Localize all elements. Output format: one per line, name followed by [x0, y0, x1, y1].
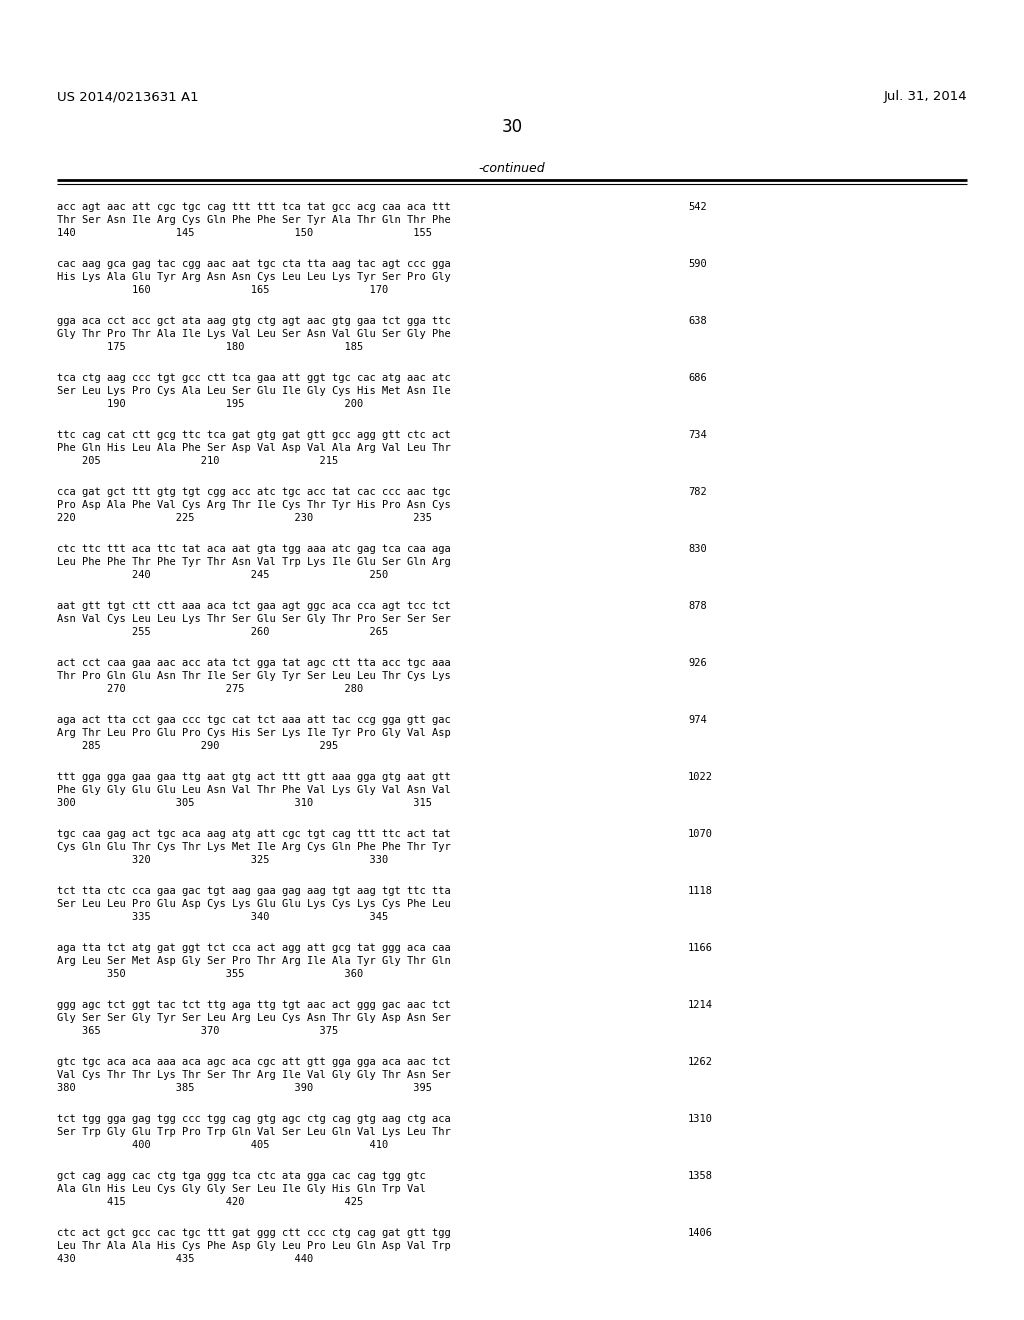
Text: aga tta tct atg gat ggt tct cca act agg att gcg tat ggg aca caa: aga tta tct atg gat ggt tct cca act agg …: [57, 942, 451, 953]
Text: 1022: 1022: [688, 772, 713, 781]
Text: 926: 926: [688, 657, 707, 668]
Text: 878: 878: [688, 601, 707, 611]
Text: Gly Ser Ser Gly Tyr Ser Leu Arg Leu Cys Asn Thr Gly Asp Asn Ser: Gly Ser Ser Gly Tyr Ser Leu Arg Leu Cys …: [57, 1012, 451, 1023]
Text: 160                165                170: 160 165 170: [57, 285, 388, 294]
Text: 190                195                200: 190 195 200: [57, 399, 364, 409]
Text: Phe Gly Gly Glu Glu Leu Asn Val Thr Phe Val Lys Gly Val Asn Val: Phe Gly Gly Glu Glu Leu Asn Val Thr Phe …: [57, 785, 451, 795]
Text: 350                355                360: 350 355 360: [57, 969, 364, 979]
Text: 1406: 1406: [688, 1228, 713, 1238]
Text: tca ctg aag ccc tgt gcc ctt tca gaa att ggt tgc cac atg aac atc: tca ctg aag ccc tgt gcc ctt tca gaa att …: [57, 374, 451, 383]
Text: US 2014/0213631 A1: US 2014/0213631 A1: [57, 90, 199, 103]
Text: -continued: -continued: [478, 162, 546, 176]
Text: tct tta ctc cca gaa gac tgt aag gaa gag aag tgt aag tgt ttc tta: tct tta ctc cca gaa gac tgt aag gaa gag …: [57, 886, 451, 896]
Text: 205                210                215: 205 210 215: [57, 455, 338, 466]
Text: ttc cag cat ctt gcg ttc tca gat gtg gat gtt gcc agg gtt ctc act: ttc cag cat ctt gcg ttc tca gat gtg gat …: [57, 430, 451, 440]
Text: 380                385                390                395: 380 385 390 395: [57, 1082, 432, 1093]
Text: 255                260                265: 255 260 265: [57, 627, 388, 638]
Text: tct tgg gga gag tgg ccc tgg cag gtg agc ctg cag gtg aag ctg aca: tct tgg gga gag tgg ccc tgg cag gtg agc …: [57, 1114, 451, 1125]
Text: ggg agc tct ggt tac tct ttg aga ttg tgt aac act ggg gac aac tct: ggg agc tct ggt tac tct ttg aga ttg tgt …: [57, 1001, 451, 1010]
Text: 320                325                330: 320 325 330: [57, 855, 388, 865]
Text: 782: 782: [688, 487, 707, 498]
Text: cac aag gca gag tac cgg aac aat tgc cta tta aag tac agt ccc gga: cac aag gca gag tac cgg aac aat tgc cta …: [57, 259, 451, 269]
Text: 365                370                375: 365 370 375: [57, 1026, 338, 1036]
Text: Jul. 31, 2014: Jul. 31, 2014: [884, 90, 967, 103]
Text: act cct caa gaa aac acc ata tct gga tat agc ctt tta acc tgc aaa: act cct caa gaa aac acc ata tct gga tat …: [57, 657, 451, 668]
Text: 270                275                280: 270 275 280: [57, 684, 364, 694]
Text: Arg Leu Ser Met Asp Gly Ser Pro Thr Arg Ile Ala Tyr Gly Thr Gln: Arg Leu Ser Met Asp Gly Ser Pro Thr Arg …: [57, 956, 451, 966]
Text: 140                145                150                155: 140 145 150 155: [57, 228, 432, 238]
Text: Gly Thr Pro Thr Ala Ile Lys Val Leu Ser Asn Val Glu Ser Gly Phe: Gly Thr Pro Thr Ala Ile Lys Val Leu Ser …: [57, 329, 451, 339]
Text: ttt gga gga gaa gaa ttg aat gtg act ttt gtt aaa gga gtg aat gtt: ttt gga gga gaa gaa ttg aat gtg act ttt …: [57, 772, 451, 781]
Text: 220                225                230                235: 220 225 230 235: [57, 513, 432, 523]
Text: Ser Leu Lys Pro Cys Ala Leu Ser Glu Ile Gly Cys His Met Asn Ile: Ser Leu Lys Pro Cys Ala Leu Ser Glu Ile …: [57, 385, 451, 396]
Text: 1166: 1166: [688, 942, 713, 953]
Text: Val Cys Thr Thr Lys Thr Ser Thr Arg Ile Val Gly Gly Thr Asn Ser: Val Cys Thr Thr Lys Thr Ser Thr Arg Ile …: [57, 1071, 451, 1080]
Text: ctc ttc ttt aca ttc tat aca aat gta tgg aaa atc gag tca caa aga: ctc ttc ttt aca ttc tat aca aat gta tgg …: [57, 544, 451, 554]
Text: 686: 686: [688, 374, 707, 383]
Text: 734: 734: [688, 430, 707, 440]
Text: 30: 30: [502, 117, 522, 136]
Text: 1118: 1118: [688, 886, 713, 896]
Text: gga aca cct acc gct ata aag gtg ctg agt aac gtg gaa tct gga ttc: gga aca cct acc gct ata aag gtg ctg agt …: [57, 315, 451, 326]
Text: 638: 638: [688, 315, 707, 326]
Text: tgc caa gag act tgc aca aag atg att cgc tgt cag ttt ttc act tat: tgc caa gag act tgc aca aag atg att cgc …: [57, 829, 451, 840]
Text: ctc act gct gcc cac tgc ttt gat ggg ctt ccc ctg cag gat gtt tgg: ctc act gct gcc cac tgc ttt gat ggg ctt …: [57, 1228, 451, 1238]
Text: Pro Asp Ala Phe Val Cys Arg Thr Ile Cys Thr Tyr His Pro Asn Cys: Pro Asp Ala Phe Val Cys Arg Thr Ile Cys …: [57, 500, 451, 510]
Text: Cys Gln Glu Thr Cys Thr Lys Met Ile Arg Cys Gln Phe Phe Thr Tyr: Cys Gln Glu Thr Cys Thr Lys Met Ile Arg …: [57, 842, 451, 851]
Text: 1262: 1262: [688, 1057, 713, 1067]
Text: Ser Leu Leu Pro Glu Asp Cys Lys Glu Glu Lys Cys Lys Cys Phe Leu: Ser Leu Leu Pro Glu Asp Cys Lys Glu Glu …: [57, 899, 451, 909]
Text: 1070: 1070: [688, 829, 713, 840]
Text: 285                290                295: 285 290 295: [57, 741, 338, 751]
Text: His Lys Ala Glu Tyr Arg Asn Asn Cys Leu Leu Lys Tyr Ser Pro Gly: His Lys Ala Glu Tyr Arg Asn Asn Cys Leu …: [57, 272, 451, 282]
Text: cca gat gct ttt gtg tgt cgg acc atc tgc acc tat cac ccc aac tgc: cca gat gct ttt gtg tgt cgg acc atc tgc …: [57, 487, 451, 498]
Text: acc agt aac att cgc tgc cag ttt ttt tca tat gcc acg caa aca ttt: acc agt aac att cgc tgc cag ttt ttt tca …: [57, 202, 451, 213]
Text: 400                405                410: 400 405 410: [57, 1140, 388, 1150]
Text: 415                420                425: 415 420 425: [57, 1197, 364, 1206]
Text: Arg Thr Leu Pro Glu Pro Cys His Ser Lys Ile Tyr Pro Gly Val Asp: Arg Thr Leu Pro Glu Pro Cys His Ser Lys …: [57, 729, 451, 738]
Text: gct cag agg cac ctg tga ggg tca ctc ata gga cac cag tgg gtc: gct cag agg cac ctg tga ggg tca ctc ata …: [57, 1171, 426, 1181]
Text: aga act tta cct gaa ccc tgc cat tct aaa att tac ccg gga gtt gac: aga act tta cct gaa ccc tgc cat tct aaa …: [57, 715, 451, 725]
Text: aat gtt tgt ctt ctt aaa aca tct gaa agt ggc aca cca agt tcc tct: aat gtt tgt ctt ctt aaa aca tct gaa agt …: [57, 601, 451, 611]
Text: Ser Trp Gly Glu Trp Pro Trp Gln Val Ser Leu Gln Val Lys Leu Thr: Ser Trp Gly Glu Trp Pro Trp Gln Val Ser …: [57, 1127, 451, 1137]
Text: 175                180                185: 175 180 185: [57, 342, 364, 352]
Text: 974: 974: [688, 715, 707, 725]
Text: 335                340                345: 335 340 345: [57, 912, 388, 921]
Text: Ala Gln His Leu Cys Gly Gly Ser Leu Ile Gly His Gln Trp Val: Ala Gln His Leu Cys Gly Gly Ser Leu Ile …: [57, 1184, 426, 1195]
Text: 542: 542: [688, 202, 707, 213]
Text: 1310: 1310: [688, 1114, 713, 1125]
Text: Phe Gln His Leu Ala Phe Ser Asp Val Asp Val Ala Arg Val Leu Thr: Phe Gln His Leu Ala Phe Ser Asp Val Asp …: [57, 444, 451, 453]
Text: gtc tgc aca aca aaa aca agc aca cgc att gtt gga gga aca aac tct: gtc tgc aca aca aaa aca agc aca cgc att …: [57, 1057, 451, 1067]
Text: Leu Phe Phe Thr Phe Tyr Thr Asn Val Trp Lys Ile Glu Ser Gln Arg: Leu Phe Phe Thr Phe Tyr Thr Asn Val Trp …: [57, 557, 451, 568]
Text: 590: 590: [688, 259, 707, 269]
Text: Asn Val Cys Leu Leu Lys Thr Ser Glu Ser Gly Thr Pro Ser Ser Ser: Asn Val Cys Leu Leu Lys Thr Ser Glu Ser …: [57, 614, 451, 624]
Text: Thr Pro Gln Glu Asn Thr Ile Ser Gly Tyr Ser Leu Leu Thr Cys Lys: Thr Pro Gln Glu Asn Thr Ile Ser Gly Tyr …: [57, 671, 451, 681]
Text: 830: 830: [688, 544, 707, 554]
Text: 430                435                440: 430 435 440: [57, 1254, 313, 1265]
Text: 1214: 1214: [688, 1001, 713, 1010]
Text: 300                305                310                315: 300 305 310 315: [57, 799, 432, 808]
Text: 1358: 1358: [688, 1171, 713, 1181]
Text: Thr Ser Asn Ile Arg Cys Gln Phe Phe Ser Tyr Ala Thr Gln Thr Phe: Thr Ser Asn Ile Arg Cys Gln Phe Phe Ser …: [57, 215, 451, 224]
Text: Leu Thr Ala Ala His Cys Phe Asp Gly Leu Pro Leu Gln Asp Val Trp: Leu Thr Ala Ala His Cys Phe Asp Gly Leu …: [57, 1241, 451, 1251]
Text: 240                245                250: 240 245 250: [57, 570, 388, 579]
